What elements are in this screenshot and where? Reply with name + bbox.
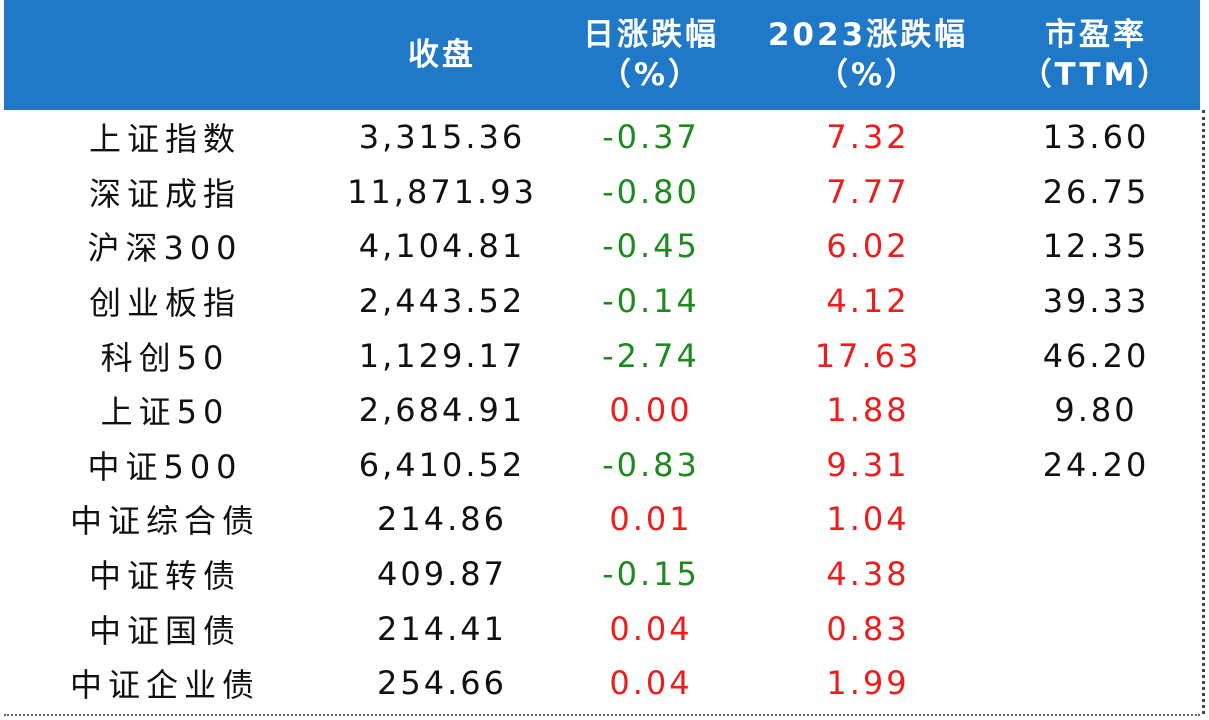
daily-change-cell: -0.37 (602, 118, 700, 157)
table-row: 深证成指 11,871.93 -0.80 7.77 26.75 (4, 165, 1200, 220)
close-cell: 214.41 (377, 609, 507, 648)
pe-cell: 9.80 (1054, 391, 1138, 430)
index-name-cell: 上证50 (100, 393, 230, 432)
ytd-change-cell: 9.31 (826, 445, 910, 484)
close-cell: 214.86 (377, 500, 507, 539)
close-cell: 4,104.81 (358, 227, 526, 266)
ytd-change-cell: 0.83 (826, 609, 910, 648)
daily-change-cell: -0.14 (602, 282, 700, 321)
index-name-cell: 深证成指 (88, 174, 241, 213)
market-index-table: 收盘 日涨跌幅 （%） 2023涨跌幅 （%） 市盈率 （TTM） 上证指数 3,31… (4, 0, 1200, 711)
ytd-change-cell: 4.12 (826, 282, 910, 321)
table-body: 上证指数 3,315.36 -0.37 7.32 13.60 深证成指 11,8… (4, 110, 1200, 711)
index-name-cell: 中证企业债 (69, 666, 260, 705)
daily-change-cell: 0.04 (609, 609, 693, 648)
index-name-cell: 中证转债 (88, 557, 241, 596)
daily-change-cell: 0.00 (609, 391, 693, 430)
index-name-cell: 上证指数 (88, 120, 241, 159)
table-row: 中证企业债 254.66 0.04 1.99 (4, 656, 1200, 711)
close-cell: 409.87 (377, 555, 507, 594)
table-row: 中证综合债 214.86 0.01 1.04 (4, 492, 1200, 547)
ytd-change-cell: 1.04 (826, 500, 910, 539)
pe-cell (992, 492, 1200, 547)
ytd-change-cell: 7.77 (826, 172, 910, 211)
close-cell: 1,129.17 (358, 336, 526, 375)
header-pe-ttm: 市盈率 （TTM） (1020, 17, 1172, 93)
table-row: 科创50 1,129.17 -2.74 17.63 46.20 (4, 328, 1200, 383)
index-name-cell: 中证500 (87, 447, 243, 486)
index-name-cell: 科创50 (100, 338, 230, 377)
daily-change-cell: -0.80 (602, 172, 700, 211)
pe-cell: 26.75 (1042, 172, 1150, 211)
ytd-change-cell: 4.38 (826, 555, 910, 594)
pe-cell (992, 601, 1200, 656)
ytd-change-cell: 17.63 (814, 336, 922, 375)
pe-cell: 12.35 (1042, 227, 1150, 266)
index-name-cell: 沪深300 (87, 229, 243, 268)
table-row: 中证国债 214.41 0.04 0.83 (4, 601, 1200, 656)
ytd-change-cell: 1.99 (826, 664, 910, 703)
pe-cell (992, 656, 1200, 711)
bottom-dotted-border (4, 714, 1200, 716)
close-cell: 2,443.52 (358, 282, 526, 321)
pe-cell: 13.60 (1042, 118, 1150, 157)
table-row: 创业板指 2,443.52 -0.14 4.12 39.33 (4, 274, 1200, 329)
header-daily-change: 日涨跌幅 （%） (583, 17, 719, 93)
table-row: 中证500 6,410.52 -0.83 9.31 24.20 (4, 438, 1200, 493)
close-cell: 6,410.52 (358, 445, 526, 484)
close-cell: 3,315.36 (358, 118, 526, 157)
table-header-row: 收盘 日涨跌幅 （%） 2023涨跌幅 （%） 市盈率 （TTM） (4, 0, 1200, 110)
daily-change-cell: 0.04 (609, 664, 693, 703)
ytd-change-cell: 1.88 (826, 391, 910, 430)
ytd-change-cell: 7.32 (826, 118, 910, 157)
table-row: 沪深300 4,104.81 -0.45 6.02 12.35 (4, 219, 1200, 274)
header-close: 收盘 (408, 37, 476, 73)
close-cell: 11,871.93 (347, 172, 537, 211)
table-row: 中证转债 409.87 -0.15 4.38 (4, 547, 1200, 602)
pe-cell: 39.33 (1042, 282, 1150, 321)
daily-change-cell: -2.74 (602, 336, 700, 375)
header-ytd-change: 2023涨跌幅 （%） (767, 17, 969, 93)
pe-cell: 46.20 (1042, 336, 1150, 375)
pe-cell (992, 547, 1200, 602)
header-index-name (4, 0, 326, 110)
daily-change-cell: -0.15 (602, 555, 700, 594)
daily-change-cell: -0.83 (602, 445, 700, 484)
daily-change-cell: 0.01 (609, 500, 693, 539)
close-cell: 2,684.91 (358, 391, 526, 430)
table-row: 上证指数 3,315.36 -0.37 7.32 13.60 (4, 110, 1200, 165)
index-name-cell: 中证国债 (88, 611, 241, 650)
daily-change-cell: -0.45 (602, 227, 700, 266)
index-name-cell: 中证综合债 (69, 502, 260, 541)
table-row: 上证50 2,684.91 0.00 1.88 9.80 (4, 383, 1200, 438)
index-name-cell: 创业板指 (88, 284, 241, 323)
ytd-change-cell: 6.02 (826, 227, 910, 266)
right-dotted-border (1202, 110, 1205, 714)
close-cell: 254.66 (377, 664, 507, 703)
pe-cell: 24.20 (1042, 445, 1150, 484)
